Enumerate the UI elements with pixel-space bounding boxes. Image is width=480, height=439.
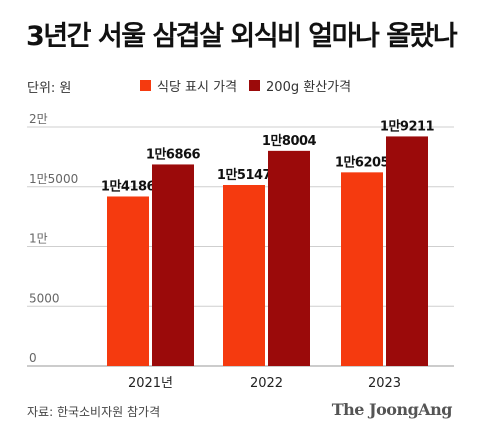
data-label: 1만4186	[101, 178, 156, 194]
x-tick-label: 2021년	[128, 376, 173, 391]
legend-item-series-1: 식당 표시 가격	[140, 76, 237, 95]
data-label: 1만9211	[380, 118, 435, 134]
bar	[268, 150, 310, 366]
unit-label: 단위: 원	[27, 81, 72, 96]
bar	[152, 164, 194, 366]
x-tick-label: 2023	[368, 376, 401, 391]
legend: 식당 표시 가격 200g 환산가격	[140, 76, 351, 95]
data-label: 1만5147	[217, 167, 272, 183]
bar	[341, 172, 383, 366]
bar	[107, 196, 149, 366]
legend-label-series-1: 식당 표시 가격	[157, 80, 238, 95]
y-tick-label: 1만5000	[29, 172, 78, 186]
y-tick-label: 1만	[29, 232, 48, 246]
chart-title: 3년간 서울 삼겹살 외식비 얼마나 올랐나	[26, 21, 458, 52]
bar	[223, 184, 265, 366]
legend-item-series-2: 200g 환산가격	[249, 76, 351, 95]
data-label: 1만6866	[146, 146, 201, 162]
y-tick-label: 5000	[29, 291, 60, 305]
y-tick-label: 0	[29, 351, 37, 365]
x-tick-label: 2022	[250, 376, 283, 391]
data-label: 1만6205	[335, 154, 390, 170]
source-note: 자료: 한국소비자원 참가격	[27, 405, 161, 419]
brand-logo: The JoongAng	[331, 400, 453, 419]
legend-label-series-2: 200g 환산가격	[266, 80, 352, 95]
y-tick-label: 2만	[29, 112, 48, 126]
legend-swatch-series-1	[140, 80, 151, 91]
bar	[386, 136, 428, 366]
data-label: 1만8004	[262, 133, 317, 149]
legend-swatch-series-2	[249, 80, 261, 91]
